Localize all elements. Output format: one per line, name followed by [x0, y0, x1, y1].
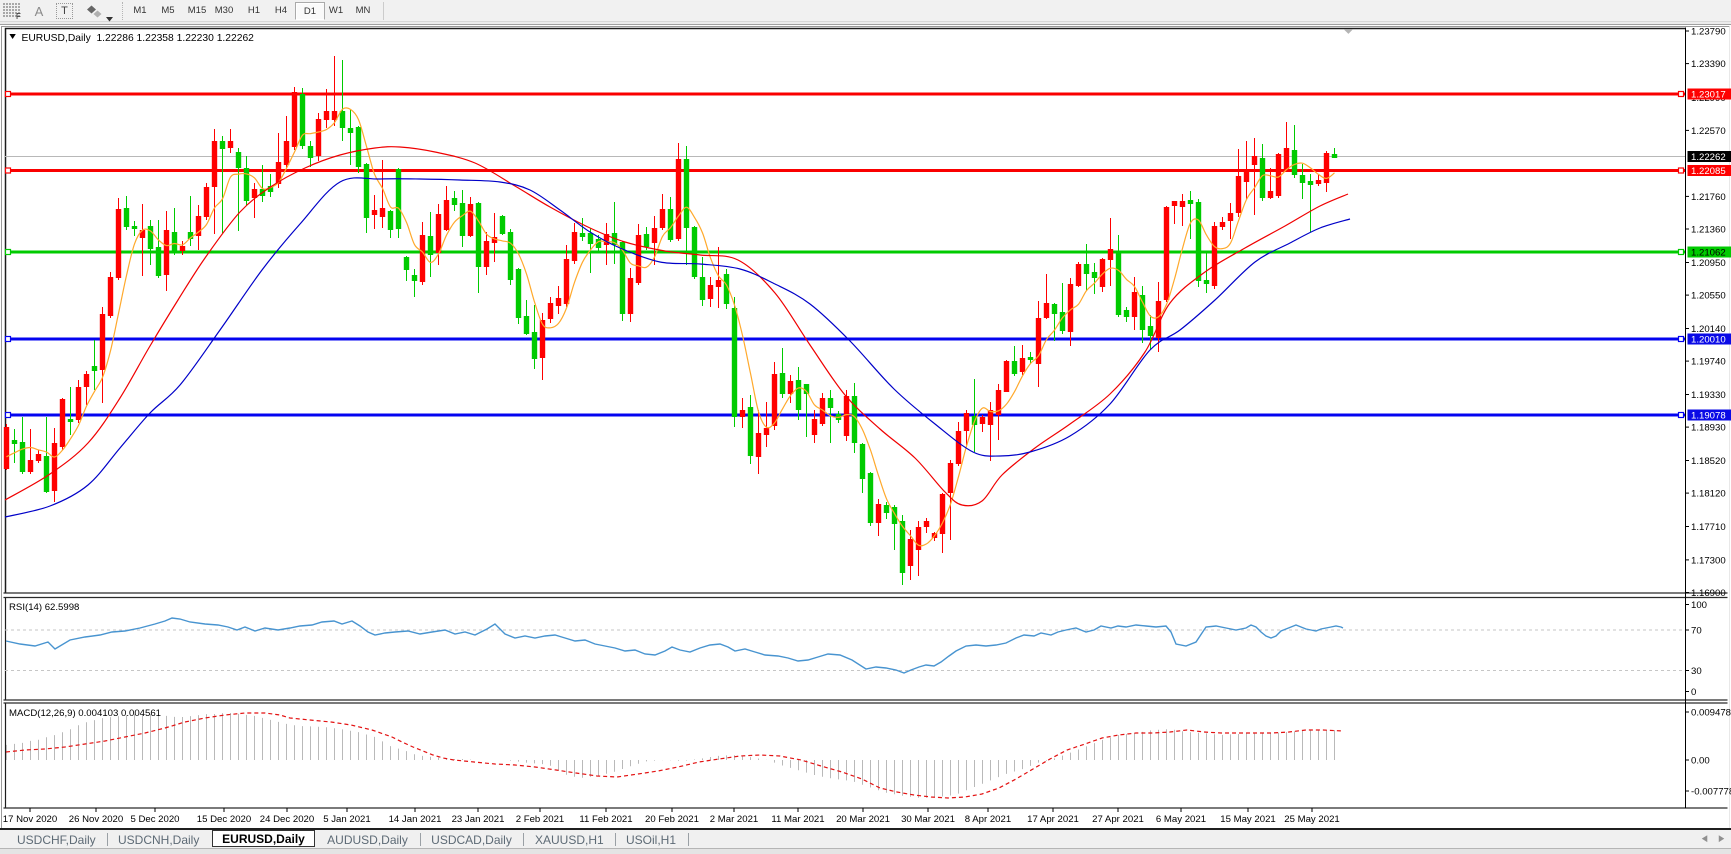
- svg-text:100: 100: [1691, 600, 1707, 611]
- svg-text:5 Jan 2021: 5 Jan 2021: [323, 814, 370, 825]
- svg-text:1.21760: 1.21760: [1691, 192, 1726, 203]
- svg-text:-0.007778: -0.007778: [1691, 786, 1731, 797]
- svg-text:27 Apr 2021: 27 Apr 2021: [1092, 814, 1144, 825]
- svg-text:30 Mar 2021: 30 Mar 2021: [901, 814, 955, 825]
- svg-text:15 Dec 2020: 15 Dec 2020: [197, 814, 251, 825]
- svg-text:1.23390: 1.23390: [1691, 59, 1726, 70]
- svg-text:0.009478: 0.009478: [1691, 707, 1731, 718]
- svg-text:1.18120: 1.18120: [1691, 489, 1726, 500]
- svg-text:11 Feb 2021: 11 Feb 2021: [579, 814, 632, 825]
- svg-text:24 Dec 2020: 24 Dec 2020: [260, 814, 314, 825]
- svg-text:25 May 2021: 25 May 2021: [1284, 814, 1339, 825]
- svg-text:1.20550: 1.20550: [1691, 291, 1726, 302]
- svg-text:14 Jan 2021: 14 Jan 2021: [389, 814, 442, 825]
- svg-text:1.20950: 1.20950: [1691, 258, 1726, 269]
- svg-text:1.22570: 1.22570: [1691, 126, 1726, 137]
- svg-text:F: F: [16, 12, 21, 20]
- svg-text:1.16900: 1.16900: [1691, 588, 1726, 599]
- svg-text:1.22262: 1.22262: [1691, 152, 1726, 163]
- svg-text:1.17300: 1.17300: [1691, 555, 1726, 566]
- svg-text:70: 70: [1691, 625, 1702, 636]
- svg-text:2 Mar 2021: 2 Mar 2021: [710, 814, 759, 825]
- svg-text:1.20010: 1.20010: [1691, 334, 1726, 345]
- svg-text:1.18930: 1.18930: [1691, 423, 1726, 434]
- svg-text:11 Mar 2021: 11 Mar 2021: [771, 814, 824, 825]
- svg-text:6 May 2021: 6 May 2021: [1156, 814, 1206, 825]
- svg-text:15 May 2021: 15 May 2021: [1220, 814, 1275, 825]
- svg-text:1.23790: 1.23790: [1691, 26, 1726, 37]
- svg-text:26 Nov 2020: 26 Nov 2020: [69, 814, 123, 825]
- svg-text:1.18520: 1.18520: [1691, 456, 1726, 467]
- svg-text:1.20140: 1.20140: [1691, 324, 1726, 335]
- svg-text:30: 30: [1691, 666, 1702, 677]
- svg-text:1.19740: 1.19740: [1691, 357, 1726, 368]
- svg-text:8 Apr 2021: 8 Apr 2021: [965, 814, 1011, 825]
- svg-text:1.19078: 1.19078: [1691, 410, 1726, 421]
- svg-text:1.17710: 1.17710: [1691, 522, 1726, 533]
- svg-text:1.22085: 1.22085: [1691, 166, 1726, 177]
- svg-text:RSI(14) 62.5998: RSI(14) 62.5998: [9, 602, 79, 613]
- svg-text:0.00: 0.00: [1691, 755, 1710, 766]
- svg-text:5 Dec 2020: 5 Dec 2020: [130, 814, 179, 825]
- svg-text:1.21062: 1.21062: [1691, 247, 1726, 258]
- svg-text:23 Jan 2021: 23 Jan 2021: [452, 814, 505, 825]
- svg-text:0: 0: [1691, 687, 1696, 698]
- svg-text:2 Feb 2021: 2 Feb 2021: [516, 814, 565, 825]
- svg-text:20 Mar 2021: 20 Mar 2021: [836, 814, 890, 825]
- svg-text:17 Nov 2020: 17 Nov 2020: [3, 814, 57, 825]
- svg-text:1.23017: 1.23017: [1691, 89, 1726, 100]
- svg-text:17 Apr 2021: 17 Apr 2021: [1027, 814, 1079, 825]
- svg-text:EURUSD,Daily 1.22286 1.22358: EURUSD,Daily 1.22286 1.22358 1.22230 1.2…: [22, 33, 255, 44]
- svg-text:MACD(12,26,9) 0.004103 0.00456: MACD(12,26,9) 0.004103 0.004561: [9, 708, 161, 719]
- svg-text:1.19330: 1.19330: [1691, 390, 1726, 401]
- svg-text:20 Feb 2021: 20 Feb 2021: [645, 814, 699, 825]
- svg-text:1.21360: 1.21360: [1691, 224, 1726, 235]
